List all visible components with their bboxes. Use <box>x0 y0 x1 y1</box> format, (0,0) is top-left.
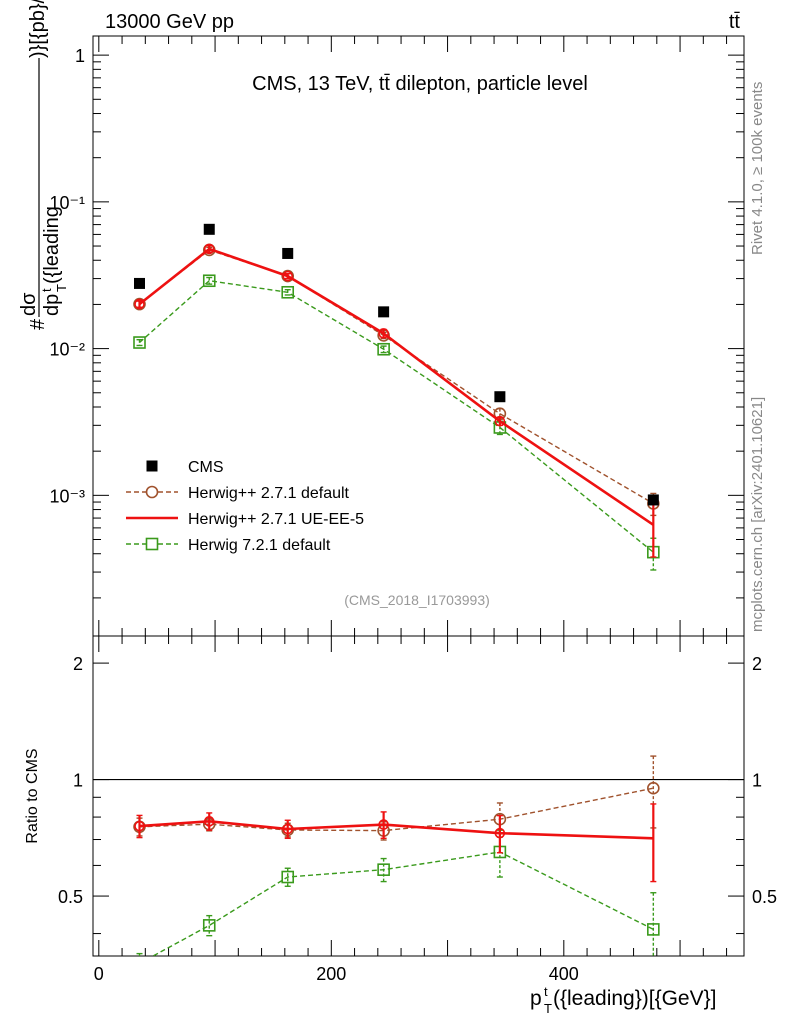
data-point <box>377 342 390 356</box>
svg-text:dσ: dσ <box>18 292 40 316</box>
ratio-y-tick-label: 2 <box>752 654 762 674</box>
data-point <box>281 269 295 283</box>
data-point <box>203 816 215 827</box>
data-point <box>494 827 506 839</box>
data-point <box>378 328 389 339</box>
data-point <box>377 863 390 876</box>
data-point <box>647 923 660 936</box>
ratio-y-tick-label: 0.5 <box>58 887 83 907</box>
data-point <box>133 336 146 349</box>
svg-text:T: T <box>544 1001 552 1016</box>
legend-entry: Herwig++ 2.7.1 default <box>126 485 350 502</box>
ratio-y-axis-label: Ratio to CMS <box>24 748 41 843</box>
svg-text:dp: dp <box>41 294 63 316</box>
main-plot-title: CMS, 13 TeV, tt̄ dilepton, particle leve… <box>252 73 588 95</box>
legend-marker <box>146 460 158 472</box>
data-point <box>378 819 389 830</box>
source-label: mcplots.cern.ch [arXiv:2401.10621] <box>749 397 766 632</box>
data-point <box>282 247 294 259</box>
data-point <box>282 270 294 282</box>
series-line <box>139 819 654 840</box>
series-line <box>151 851 654 956</box>
data-point <box>202 274 216 288</box>
data-point <box>134 958 145 969</box>
energy-label: 13000 GeV pp <box>105 11 234 33</box>
legend: CMS Herwig++ 2.7.1 default Herwig++ 2.7.1 … <box>126 459 364 554</box>
y-tick-label: 1 <box>75 46 85 66</box>
svg-text:t: t <box>544 984 548 999</box>
svg-text:({leading})[{GeV}]: ({leading})[{GeV}] <box>553 987 716 1010</box>
main-plot-y-axis-label: # dσ dp T t ({leading )}[{pb}/{GeV}] <box>18 0 69 330</box>
svg-text:T: T <box>54 284 69 292</box>
data-point <box>133 297 146 311</box>
svg-text:#: # <box>27 318 49 330</box>
main-plot-axis-ticks <box>93 36 744 636</box>
legend-entry: Herwig 7.2.1 default <box>126 537 331 554</box>
svg-text:p: p <box>530 987 542 1010</box>
legend-entry: Herwig++ 2.7.1 UE-EE-5 <box>126 511 364 528</box>
legend-label: Herwig++ 2.7.1 default <box>188 485 350 502</box>
legend-entry: CMS <box>146 459 224 476</box>
ratio-y-tick-label: 2 <box>73 654 83 674</box>
series-line <box>139 279 654 553</box>
y-tick-label: 10⁻³ <box>49 486 85 506</box>
ratio-plot-axis-ticks <box>93 636 744 956</box>
legend-label: CMS <box>188 459 224 476</box>
data-point <box>282 823 294 835</box>
data-point <box>494 391 506 403</box>
ratio-plot-tick-labels: 0.5 0.5 1 1 2 2 0 200 400 <box>58 654 777 984</box>
legend-marker <box>145 537 159 551</box>
data-point <box>134 820 145 832</box>
main-plot-y-tick-labels: 1 10⁻¹ 10⁻² 10⁻³ <box>49 46 85 506</box>
data-point <box>203 243 215 255</box>
ratio-y-tick-label: 0.5 <box>752 887 777 907</box>
x-tick-label: 200 <box>316 964 346 984</box>
data-point <box>281 285 295 299</box>
svg-text:t: t <box>39 288 54 292</box>
y-tick-label: 10⁻¹ <box>49 193 85 213</box>
analysis-id-annotation: (CMS_2018_I1703993) <box>344 592 490 608</box>
main-plot-series <box>133 223 660 571</box>
x-tick-label: 0 <box>94 964 104 984</box>
x-axis-label: p T t ({leading})[{GeV}] <box>530 984 716 1016</box>
y-tick-label: 10⁻² <box>49 340 85 360</box>
data-point <box>281 870 295 884</box>
rivet-version-label: Rivet 4.1.0, ≥ 100k events <box>749 82 766 255</box>
ratio-y-tick-label: 1 <box>73 771 83 791</box>
data-point <box>647 494 659 506</box>
data-point <box>647 781 660 795</box>
series-line <box>138 247 655 526</box>
legend-label: Herwig++ 2.7.1 UE-EE-5 <box>188 511 364 528</box>
data-point <box>494 415 506 427</box>
ratio-y-tick-label: 1 <box>752 771 762 791</box>
x-tick-label: 400 <box>549 964 579 984</box>
data-point <box>203 223 215 235</box>
legend-label: Herwig 7.2.1 default <box>188 537 331 554</box>
data-point <box>134 277 145 289</box>
svg-text:)}[{pb}/{GeV}]: )}[{pb}/{GeV}] <box>27 0 49 58</box>
ratio-plot-series <box>133 755 660 969</box>
legend-marker <box>145 485 159 499</box>
data-point <box>378 306 390 318</box>
data-point <box>134 298 145 310</box>
svg-text:({leading: ({leading <box>41 206 63 284</box>
series-line <box>139 787 654 832</box>
process-label: tt̄ <box>729 11 741 33</box>
data-point <box>202 919 216 932</box>
ratio-plot-frame <box>92 635 745 957</box>
